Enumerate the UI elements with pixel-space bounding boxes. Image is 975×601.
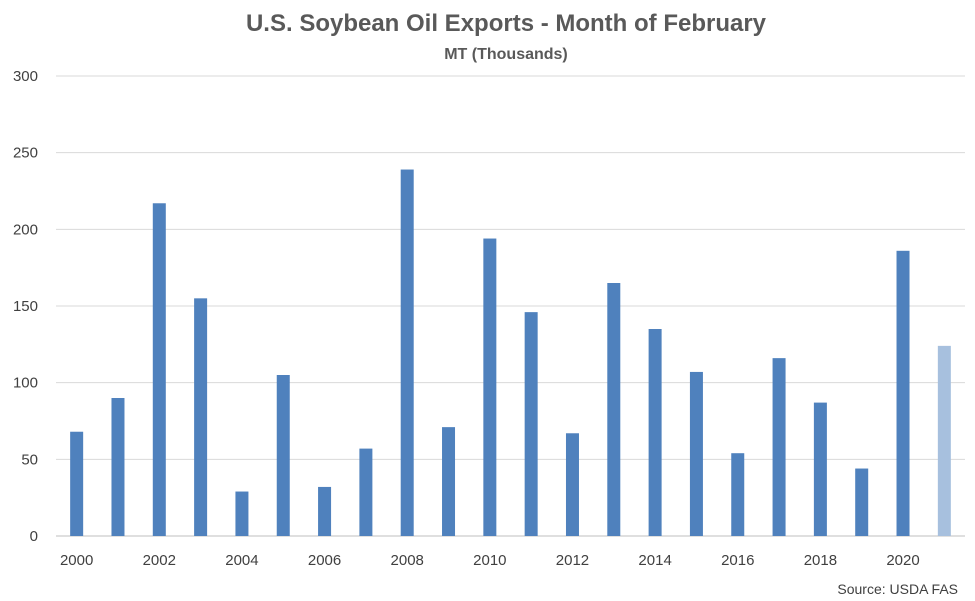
- bar-2003: [194, 298, 208, 536]
- x-tick-label: 2008: [391, 552, 424, 569]
- bar-2013: [607, 283, 621, 536]
- chart-title: U.S. Soybean Oil Exports - Month of Febr…: [246, 10, 767, 37]
- x-tick-label: 2020: [886, 552, 919, 569]
- bar-2020: [896, 250, 910, 537]
- bar-2001: [111, 398, 125, 536]
- y-tick-label: 200: [13, 221, 38, 238]
- bar-2004: [235, 491, 249, 536]
- bar-2007: [359, 448, 373, 536]
- bar-2000: [70, 431, 84, 536]
- bar-2012: [565, 433, 579, 536]
- bar-2008: [400, 169, 414, 537]
- bar-2016: [731, 453, 745, 536]
- y-tick-label: 100: [13, 375, 38, 392]
- x-tick-label: 2010: [473, 552, 506, 569]
- bar-2005: [276, 375, 290, 536]
- y-tick-label: 300: [13, 68, 38, 85]
- bar-2015: [689, 371, 703, 536]
- gridlines: [56, 75, 965, 537]
- bar-2011: [524, 312, 538, 536]
- y-tick-label: 0: [30, 528, 38, 545]
- x-tick-label: 2014: [638, 552, 671, 569]
- bar-2006: [318, 486, 332, 536]
- y-tick-label: 150: [13, 298, 38, 315]
- bar-2018: [813, 402, 827, 536]
- x-tick-label: 2000: [60, 552, 93, 569]
- bar-2021: [937, 345, 951, 536]
- source-note: Source: USDA FAS: [837, 581, 958, 597]
- x-tick-label: 2012: [556, 552, 589, 569]
- x-axis: 2000 2002 2004 2006 2008 2010 2012 2014 2016 2018…: [60, 552, 920, 569]
- x-tick-label: 2018: [804, 552, 837, 569]
- bar-2009: [442, 427, 456, 536]
- bar-2010: [483, 238, 497, 537]
- y-tick-label: 250: [13, 145, 38, 162]
- x-tick-label: 2016: [721, 552, 754, 569]
- x-tick-label: 2006: [308, 552, 341, 569]
- chart-subtitle: MT (Thousands): [444, 46, 568, 63]
- bar-2002: [152, 203, 166, 536]
- bar-2017: [772, 358, 786, 536]
- bars: [70, 169, 951, 537]
- y-tick-label: 50: [21, 451, 38, 468]
- x-tick-label: 2002: [143, 552, 176, 569]
- x-tick-label: 2004: [225, 552, 258, 569]
- y-axis: 0 50 100 150 200 250 300: [13, 68, 38, 545]
- bar-2014: [648, 329, 662, 536]
- bar-2019: [855, 468, 869, 536]
